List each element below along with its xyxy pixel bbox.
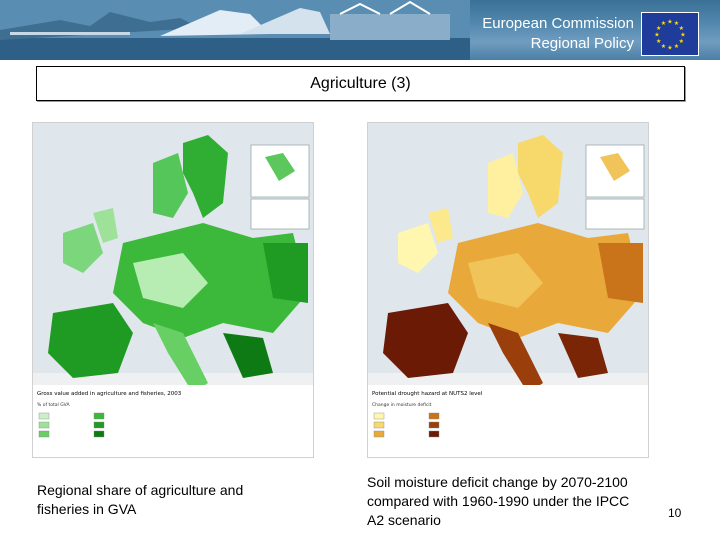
slide-title: Agriculture (3) (310, 75, 411, 92)
flag-star-icon: ★ (679, 38, 684, 45)
flag-star-icon: ★ (654, 32, 659, 39)
eu-flag-logo: ★ ★ ★ ★ ★ ★ ★ ★ ★ ★ ★ ★ (641, 12, 699, 56)
brand-line-1: European Commission (482, 15, 634, 32)
brand-line-2: Regional Policy (530, 35, 634, 52)
drought-legend-swatch (373, 421, 385, 429)
gva-legend-swatch (38, 421, 50, 429)
drought-legend-title: Change in moisture deficit (372, 402, 432, 408)
gva-legend-title: % of total GVA (37, 402, 70, 408)
flag-star-icon: ★ (656, 38, 661, 45)
drought-legend-swatch (428, 421, 440, 429)
flag-star-icon: ★ (661, 43, 666, 50)
flag-star-icon: ★ (661, 20, 666, 27)
drought-legend-swatch (373, 412, 385, 420)
drought-map-caption: Soil moisture deficit change by 2070-210… (367, 474, 630, 528)
gva-map-title: Gross value added in agriculture and fis… (37, 391, 182, 397)
flag-star-icon: ★ (674, 43, 679, 50)
eu-stars-icon: ★★★★★★★★★ ★ ★★ (654, 19, 685, 52)
flag-star-icon: ★ (656, 25, 661, 32)
slide-title-box: Agriculture (3) (36, 66, 685, 101)
gva-legend-swatch (38, 412, 50, 420)
gva-map-graphic: Gross value added in agriculture and fis… (33, 123, 313, 457)
gva-map: Gross value added in agriculture and fis… (32, 122, 314, 458)
drought-legend-swatch (428, 412, 440, 420)
gva-legend-swatch (93, 430, 105, 438)
drought-map-graphic: Potential drought hazard at NUTS2 level … (368, 123, 648, 457)
drought-map-title: Potential drought hazard at NUTS2 level (372, 391, 483, 397)
gva-legend-swatch (38, 430, 50, 438)
flag-star-icon: ★ (680, 32, 685, 39)
drought-legend-swatch (373, 430, 385, 438)
page-number: 10 (668, 506, 682, 520)
gva-map-caption: Regional share of agriculture and fisher… (37, 482, 244, 517)
flag-star-icon: ★ (667, 19, 672, 26)
gva-legend-swatch (93, 421, 105, 429)
flag-star-icon: ★ (667, 45, 672, 52)
brand-text: European Commission Regional Policy (482, 14, 634, 54)
harbour-photo (0, 0, 470, 60)
header-banner: European Commission Regional Policy ★ ★ ★ ★… (0, 0, 720, 60)
drought-map: Potential drought hazard at NUTS2 level … (367, 122, 649, 458)
gva-legend-swatch (93, 412, 105, 420)
flag-star-icon: ★ (674, 20, 679, 27)
drought-legend-swatch (428, 430, 440, 438)
flag-star-icon: ★ (679, 25, 684, 32)
